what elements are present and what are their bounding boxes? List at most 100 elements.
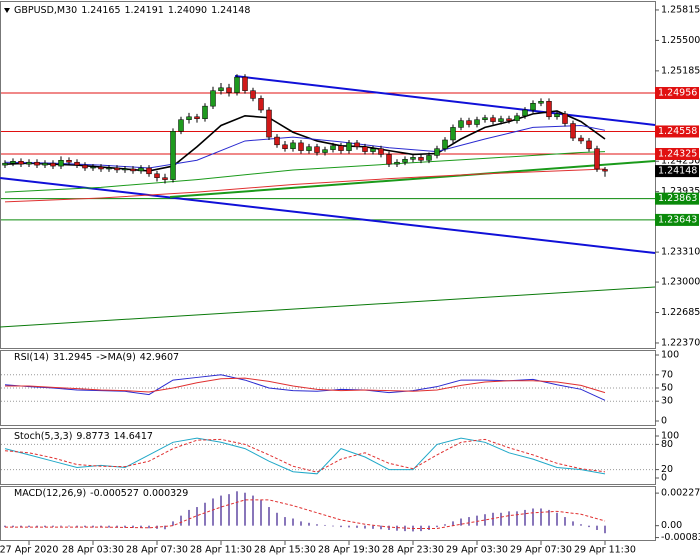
stoch-panel: [0, 428, 656, 485]
candle-body: [330, 145, 336, 150]
histogram-bar: [516, 511, 518, 526]
histogram-bar: [604, 525, 606, 534]
candle-body: [586, 140, 592, 149]
candle-body: [530, 102, 536, 111]
y-tick-label: 1.23310: [661, 247, 700, 258]
candle-body: [546, 101, 552, 118]
histogram-bar: [212, 498, 214, 526]
candle-body: [226, 87, 232, 93]
candle-body: [42, 162, 48, 166]
candle-body: [290, 142, 296, 149]
title-icon: [4, 8, 10, 13]
header-part: 1.24165: [81, 5, 120, 16]
candle-body: [130, 168, 136, 172]
candle-body: [498, 118, 504, 122]
candle-body: [202, 105, 208, 119]
candle-body: [114, 167, 120, 171]
candle-body: [10, 160, 16, 164]
header-part: 31.2945: [53, 352, 92, 363]
y-tick-label: 100: [661, 350, 679, 361]
histogram-bar: [300, 521, 302, 526]
histogram-bar: [484, 514, 486, 526]
candle-body: [122, 168, 128, 171]
y-tick-label: 1.24250: [661, 156, 700, 167]
panel-header: RSI(14) 31.2945 ->MA(9) 42.9607: [14, 352, 179, 363]
histogram-bar: [148, 525, 150, 529]
histogram-bar: [596, 525, 598, 530]
candle-body: [362, 146, 368, 152]
candle-body: [322, 149, 328, 153]
candle-body: [210, 90, 216, 107]
histogram-bar: [100, 525, 102, 528]
header-part: 1.24148: [211, 5, 250, 16]
level-label: 1.24956: [658, 87, 697, 98]
candle-body: [154, 173, 160, 178]
y-tick-label: 1.23000: [661, 277, 700, 288]
x-tick-label: 28 Apr 23:30: [382, 545, 444, 556]
histogram-bar: [388, 525, 390, 530]
level-label: 1.24325: [658, 148, 697, 159]
histogram-bar: [556, 512, 558, 526]
line-series: [4, 110, 606, 172]
candle-body: [306, 146, 312, 151]
header-part: -0.000527: [90, 488, 139, 499]
y-tick-label: 20: [661, 464, 673, 475]
y-tick-label: 70: [661, 369, 673, 380]
y-tick-label: 80: [661, 439, 673, 450]
histogram-bar: [92, 525, 94, 528]
histogram-bar: [268, 507, 270, 526]
histogram-bar: [396, 525, 398, 531]
candle-body: [250, 90, 256, 99]
candle-body: [450, 127, 456, 141]
trendline: [0, 286, 656, 328]
y-tick-label: -0.00083: [661, 532, 700, 543]
candle-body: [218, 87, 224, 91]
candle-body: [602, 169, 608, 172]
line-series: [5, 499, 606, 530]
current-price-label: 1.24148: [658, 166, 697, 177]
header-part: 14.6417: [114, 431, 153, 442]
histogram-bar: [44, 525, 46, 528]
histogram-bar: [452, 521, 454, 526]
candle-body: [514, 115, 520, 121]
header-part: Stoch(5,3,3): [14, 431, 72, 442]
line-series: [4, 168, 606, 203]
candle-body: [58, 160, 64, 167]
candle-body: [578, 137, 584, 142]
histogram-bar: [12, 525, 14, 528]
candle-body: [410, 157, 416, 160]
candle-body: [474, 119, 480, 125]
candle-body: [442, 139, 448, 149]
candle-body: [266, 109, 272, 138]
macd-panel: [0, 486, 656, 541]
candle-body: [570, 123, 576, 139]
candle-body: [2, 162, 8, 166]
candle-body: [186, 116, 192, 120]
y-tick-label: 1.25815: [661, 4, 700, 15]
candle-body: [90, 166, 96, 169]
candle-body: [258, 98, 264, 111]
header-part: 42.9607: [140, 352, 179, 363]
histogram-bar: [332, 525, 334, 527]
y-tick-label: 1.22685: [661, 307, 700, 318]
candle-body: [562, 113, 568, 124]
candle-body: [378, 148, 384, 155]
x-tick-label: 29 Apr 11:30: [574, 545, 636, 556]
candle-body: [74, 161, 80, 166]
candle-body: [82, 164, 88, 169]
candle-body: [146, 167, 152, 175]
histogram-bar: [348, 525, 350, 528]
level-marker: [655, 192, 699, 205]
candle-body: [402, 159, 408, 163]
candle-body: [18, 160, 24, 165]
histogram-bar: [524, 509, 526, 526]
histogram-bar: [404, 525, 406, 532]
histogram-bar: [500, 512, 502, 526]
histogram-bar: [276, 512, 278, 526]
histogram-bar: [468, 517, 470, 526]
candle-body: [234, 76, 240, 93]
x-tick-label: 28 Apr 07:30: [126, 545, 188, 556]
histogram-bar: [244, 492, 246, 526]
